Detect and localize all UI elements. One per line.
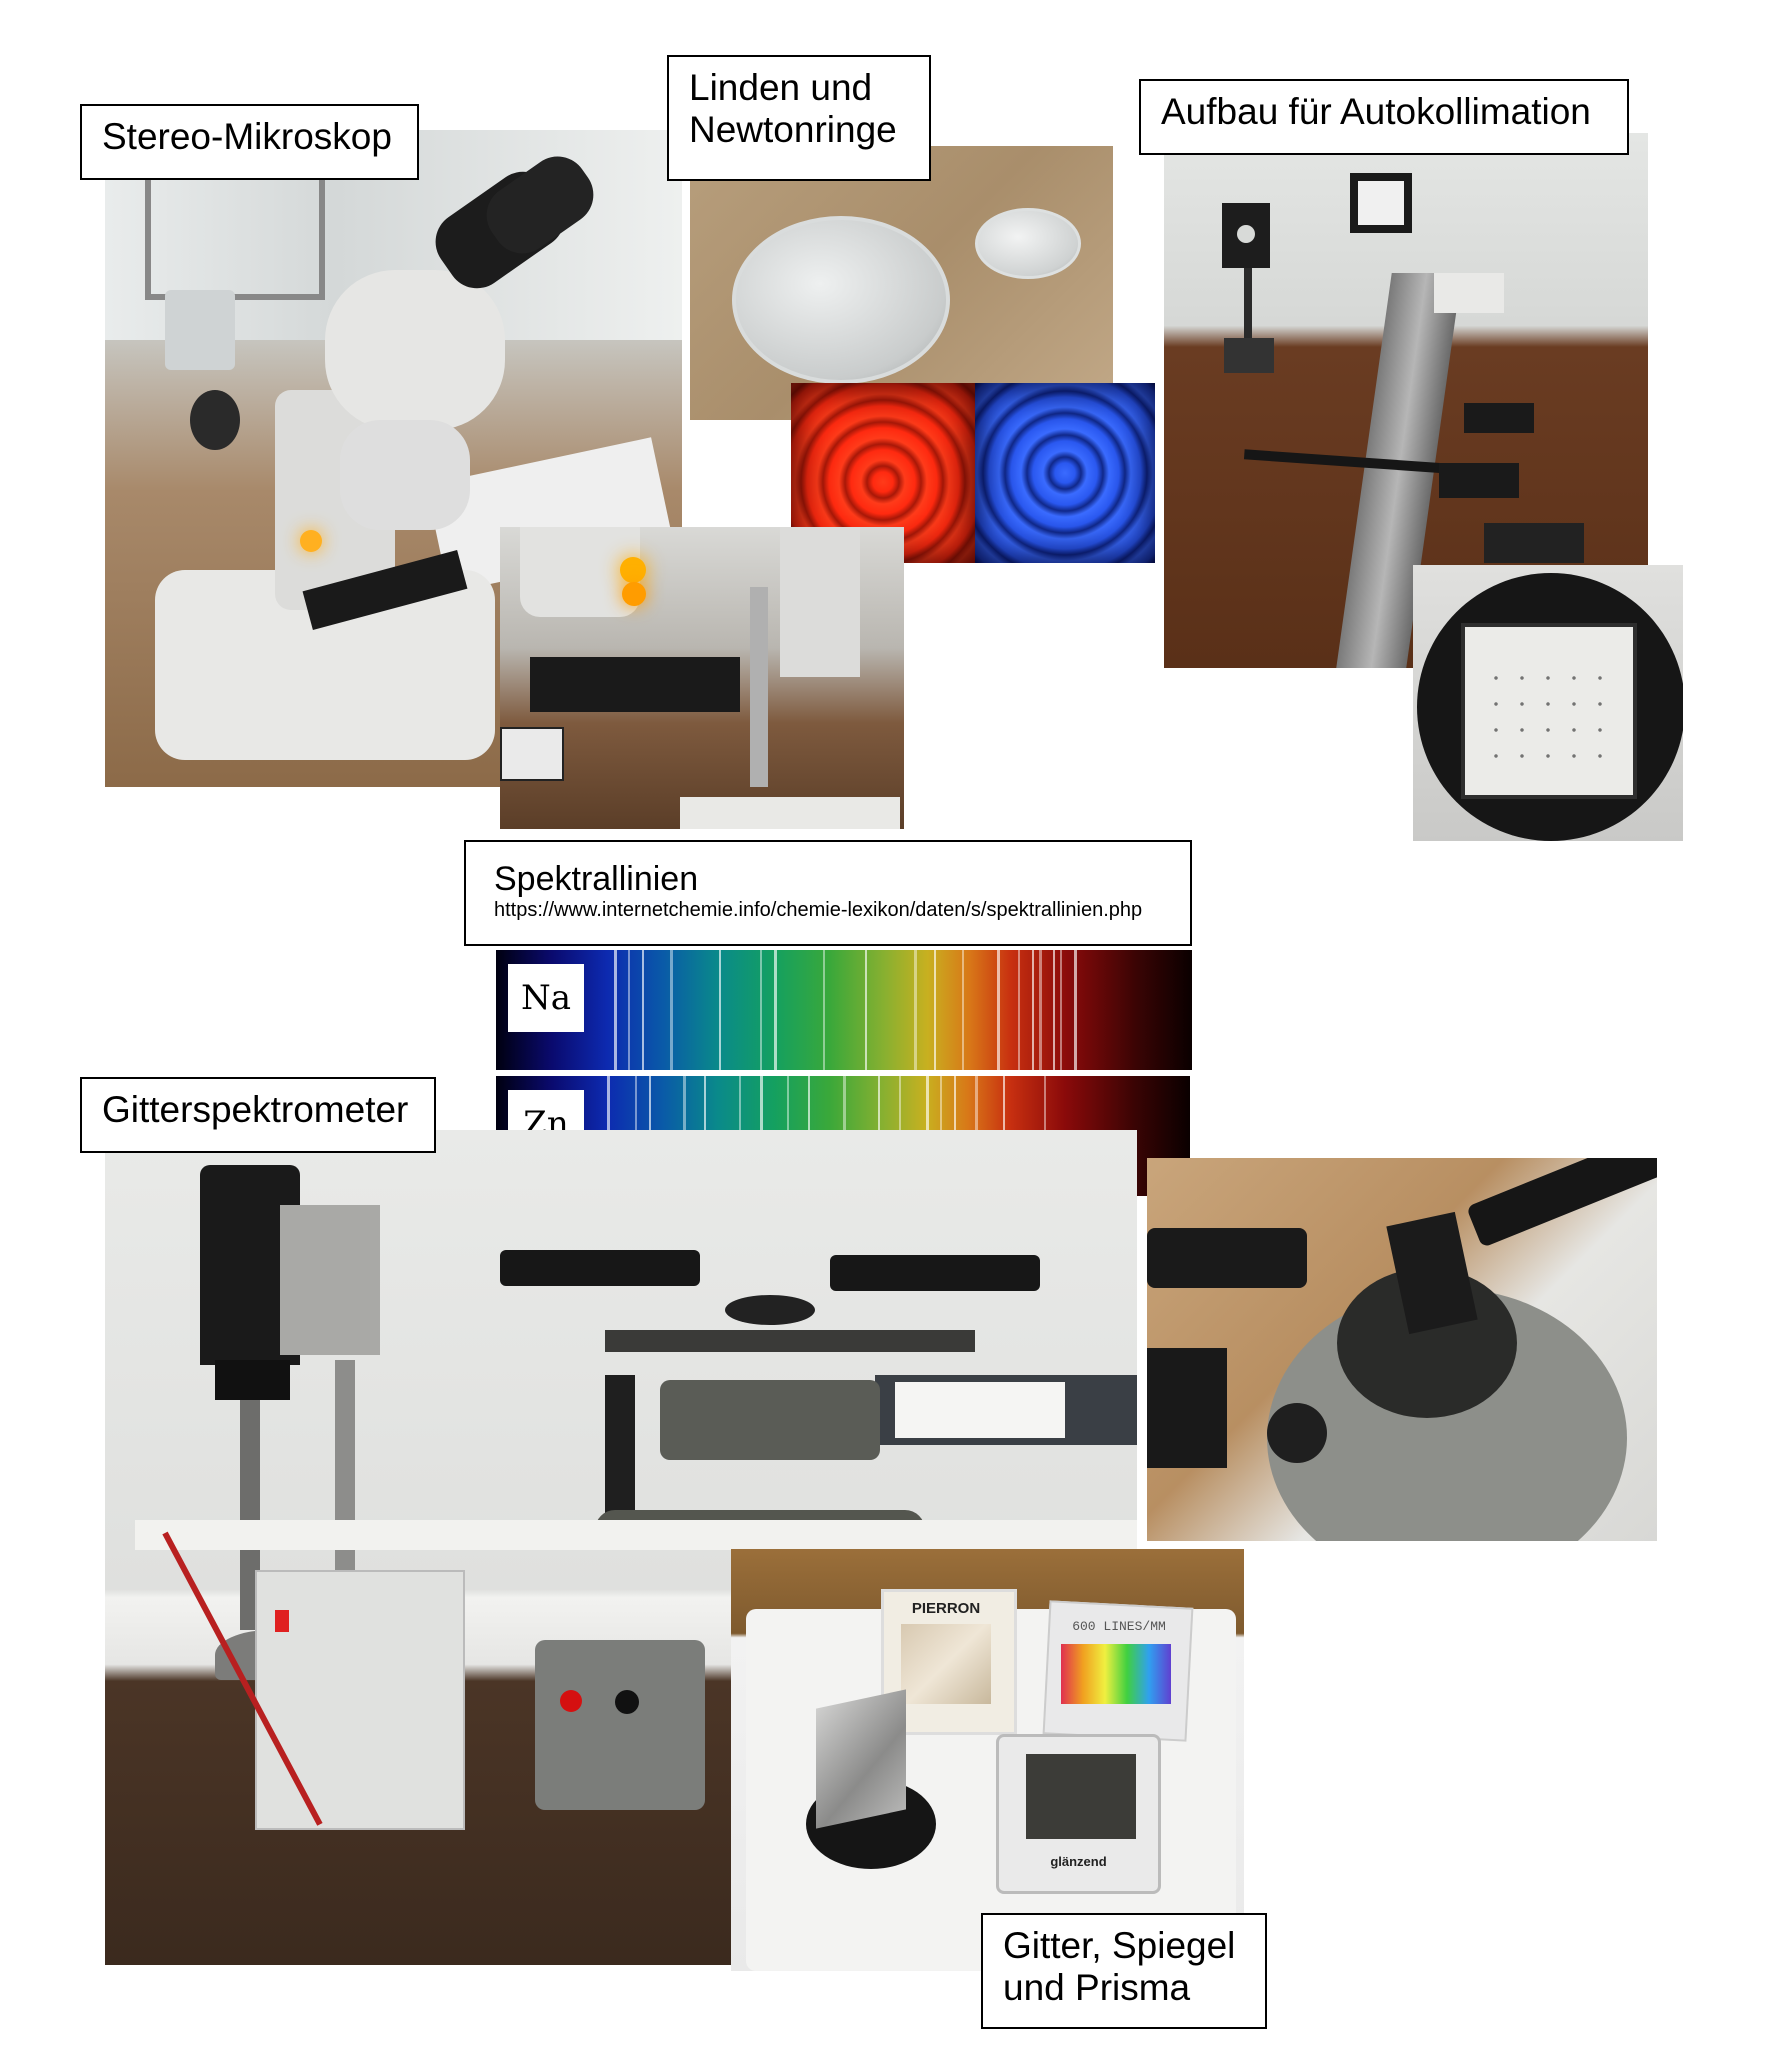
spectral-lines-label: Spektrallinien https://www.internetchemi… [464,840,1192,946]
grating-mirror-prism-label: Gitter, Spiegel und Prisma [981,1913,1267,2029]
grating-spectrometer-label: Gitterspektrometer [80,1077,436,1153]
na-spectral-line [1039,950,1042,1070]
microscope-detail-photo [500,527,904,829]
autocollimation-label: Aufbau für Autokollimation [1139,79,1629,155]
na-spectral-line [760,950,762,1070]
newton-rings-blue [975,383,1155,563]
glaenzend-text: glänzend [1050,1854,1107,1869]
lenses-label-line1: Linden und [689,67,873,108]
na-spectral-line [997,950,1000,1070]
grating-mirror-prism-photo: PIERRON 600 LINES/MM glänzend [731,1549,1244,1971]
autocollimation-label-text: Aufbau für Autokollimation [1161,91,1591,132]
grating-mirror-prism-label-line2: und Prisma [1003,1967,1191,2008]
na-spectral-line [1032,950,1034,1070]
prism-table-photo [1147,1158,1657,1541]
na-spectral-line [1053,950,1055,1070]
na-spectral-line [934,950,936,1070]
na-spectral-line [628,950,630,1070]
stereo-microscope-label-text: Stereo-Mikroskop [102,116,392,157]
stereo-microscope-label: Stereo-Mikroskop [80,104,419,180]
na-spectral-line [670,950,673,1070]
na-spectral-line [774,950,777,1070]
na-spectral-line [1060,950,1062,1070]
na-spectral-line [1018,950,1020,1070]
autocollimation-plate-photo [1413,565,1683,841]
na-spectral-line [642,950,644,1070]
lenses-photo [690,146,1113,420]
grating-spectrometer-label-text: Gitterspektrometer [102,1089,409,1130]
lines-mm-text: 600 LINES/MM [1072,1619,1166,1634]
lenses-label-line2: Newtonringe [689,109,897,150]
grating-mirror-prism-label-line1: Gitter, Spiegel [1003,1925,1236,1966]
pierron-text: PIERRON [911,1600,981,1617]
grating-spectrometer-photo [105,1130,1137,1965]
na-spectral-line [865,950,867,1070]
na-spectral-line [914,950,917,1070]
spectral-lines-title: Spektrallinien [494,860,699,898]
spectral-lines-url: https://www.internetchemie.info/chemie-l… [494,899,1143,921]
na-spectral-line [1074,950,1077,1070]
na-spectral-line [962,950,964,1070]
na-spectral-line [614,950,617,1070]
na-spectrum: Na [496,950,1192,1070]
lenses-label: Linden und Newtonringe [667,55,931,181]
stereo-microscope-photo [105,130,682,787]
na-spectral-line [823,950,825,1070]
na-element-label: Na [508,964,584,1032]
na-spectral-line [719,950,721,1070]
